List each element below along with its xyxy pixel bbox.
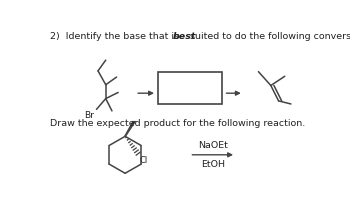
Text: EtOH: EtOH [201,160,225,169]
Text: Cl: Cl [140,156,148,165]
Polygon shape [124,121,136,136]
Text: Draw the expected product for the following reaction.: Draw the expected product for the follow… [50,119,305,128]
Text: suited to do the following conversion.: suited to do the following conversion. [187,32,350,41]
Bar [159,72,222,104]
Text: 2)  Identify the base that is: 2) Identify the base that is [50,32,182,41]
Text: best: best [173,32,197,41]
Text: Br: Br [84,111,94,120]
Text: NaOEt: NaOEt [198,141,228,150]
